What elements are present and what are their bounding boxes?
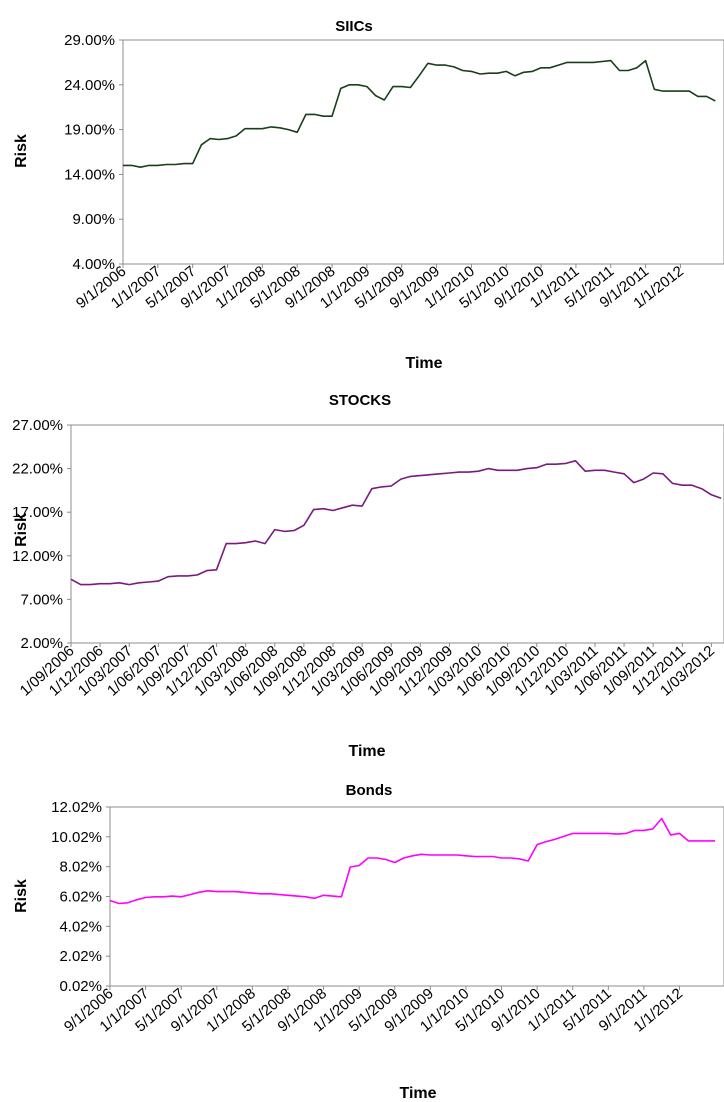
x-tick-labels: 9/1/20061/1/20075/1/20079/1/20071/1/2008… (61, 985, 686, 1036)
y-tick-label: 2.00% (20, 635, 63, 652)
y-tick-label: 24.00% (64, 77, 115, 94)
x-axis-label: Time (405, 355, 442, 372)
plot-frame (122, 39, 724, 265)
y-tick-label: 22.00% (12, 461, 63, 478)
y-tick-label: 6.02% (59, 889, 102, 906)
y-tick-label: 12.02% (51, 799, 102, 816)
y-tick-label: 10.02% (51, 829, 102, 846)
chart-siics: SIICs Risk Time 4.00% 9.00% 14.00% 19.00% 24… (13, 18, 724, 372)
y-tick-label: 12.00% (12, 548, 63, 565)
y-tick-label: 2.02% (59, 948, 102, 965)
y-tick-label: 29.00% (64, 32, 115, 49)
y-tick-label: 4.00% (72, 256, 115, 273)
x-axis-label: Time (348, 743, 385, 760)
chart-title: Bonds (346, 782, 393, 799)
y-axis-label: Risk (13, 134, 30, 168)
chart-bonds: Bonds Risk Time 0.02% 2.02% 4.02% 6.02% 8.02… (13, 782, 724, 1102)
y-tick-labels: 0.02% 2.02% 4.02% 6.02% 8.02% 10.02% 12.02% (51, 799, 102, 995)
series-marks (67, 424, 722, 647)
plot-frame (109, 806, 724, 987)
y-tick-labels: 2.00% 7.00% 12.00% 17.00% 22.00% 27.00% (12, 417, 63, 652)
y-tick-label: 7.00% (20, 591, 63, 608)
y-axis-label: Risk (13, 513, 30, 547)
plot-frame (70, 424, 724, 644)
series-marks (106, 806, 716, 990)
chart-title: SIICs (335, 18, 373, 35)
y-axis-label: Risk (13, 879, 30, 913)
y-tick-label: 17.00% (12, 504, 63, 521)
y-tick-label: 8.02% (59, 859, 102, 876)
x-axis-label: Time (399, 1085, 436, 1102)
chart-stocks: STOCKS Risk Time 2.00%7.00%12.00%17.00%2… (12, 392, 724, 760)
y-tick-label: 19.00% (64, 122, 115, 139)
y-tick-label: 27.00% (12, 417, 63, 434)
y-tick-labels: 4.00% 9.00% 14.00% 19.00% 24.00% 29.00% (64, 32, 115, 273)
x-tick-labels: 1/09/20061/12/20061/03/20071/06/20071/09… (17, 642, 718, 699)
y-tick-label: 9.00% (72, 211, 115, 228)
series-line (123, 59, 716, 168)
series-marks (119, 39, 716, 268)
y-tick-label: 0.02% (59, 978, 102, 995)
chart-title: STOCKS (329, 392, 391, 409)
series-line (70, 459, 722, 586)
y-tick-label: 14.00% (64, 166, 115, 183)
series-line (109, 817, 716, 905)
y-tick-label: 4.02% (59, 918, 102, 935)
x-tick-labels: 9/1/20061/1/20075/1/20079/1/20071/1/2008… (73, 263, 687, 312)
